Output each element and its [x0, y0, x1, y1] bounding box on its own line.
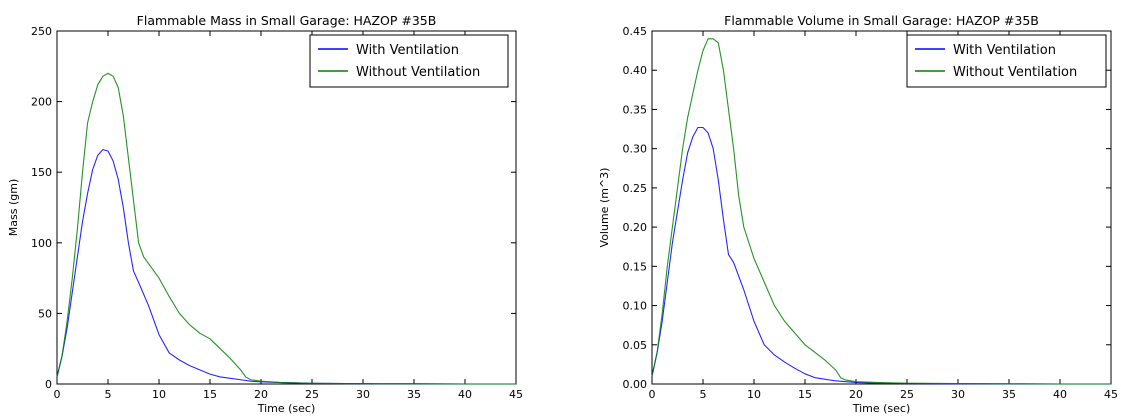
plot-frame: [651, 30, 1112, 385]
chart-title: Flammable Mass in Small Garage: HAZOP #3…: [137, 13, 437, 28]
y-tick-label: 0.45: [623, 25, 648, 38]
chart-1: Flammable Mass in Small Garage: HAZOP #3…: [7, 13, 523, 415]
x-tick-label: 15: [798, 388, 812, 401]
x-tick-label: 5: [700, 388, 707, 401]
x-tick-label: 15: [203, 388, 217, 401]
x-tick-label: 5: [105, 388, 112, 401]
x-tick-label: 40: [458, 388, 472, 401]
legend-label: With Ventilation: [356, 43, 459, 58]
y-axis-label: Volume (m^3): [598, 168, 611, 248]
x-axis-label: Time (sec): [257, 402, 316, 415]
legend-box: [906, 34, 1107, 88]
y-tick-label: 0.00: [623, 378, 648, 391]
x-tick-label: 40: [1053, 388, 1067, 401]
y-tick-label: 0.10: [623, 300, 648, 313]
series-line-without-ventilation: [56, 72, 516, 385]
y-tick-label: 0.05: [623, 339, 648, 352]
chart-title: Flammable Volume in Small Garage: HAZOP …: [724, 13, 1039, 28]
x-tick-label: 35: [1002, 388, 1016, 401]
x-tick-label: 45: [1104, 388, 1118, 401]
y-tick-label: 200: [31, 96, 52, 109]
x-tick-label: 35: [407, 388, 421, 401]
y-tick-label: 0.20: [623, 221, 648, 234]
y-tick-label: 0.40: [623, 64, 648, 77]
x-tick-label: 10: [747, 388, 761, 401]
series-line-without-ventilation: [651, 38, 1111, 385]
legend-label: Without Ventilation: [953, 65, 1077, 80]
legend: With Ventilation Without Ventilation: [906, 34, 1107, 88]
y-tick-label: 0.30: [623, 143, 648, 156]
legend-box: [309, 34, 509, 88]
x-tick-label: 0: [54, 388, 61, 401]
y-tick-label: 0: [45, 378, 52, 391]
plot-frame: [56, 30, 517, 385]
x-tick-label: 25: [305, 388, 319, 401]
x-axis-label: Time (sec): [852, 402, 911, 415]
x-tick-label: 30: [356, 388, 370, 401]
series-line-with-ventilation: [651, 126, 1111, 385]
x-tick-label: 0: [649, 388, 656, 401]
legend: With Ventilation Without Ventilation: [309, 34, 509, 88]
y-axis-label: Mass (gm): [7, 179, 20, 236]
x-tick-label: 45: [509, 388, 523, 401]
chart-2: Flammable Volume in Small Garage: HAZOP …: [598, 13, 1118, 415]
x-tick-label: 30: [951, 388, 965, 401]
y-tick-label: 150: [31, 166, 52, 179]
y-tick-label: 0.25: [623, 182, 648, 195]
x-tick-label: 20: [849, 388, 863, 401]
y-tick-label: 250: [31, 25, 52, 38]
x-tick-label: 10: [152, 388, 166, 401]
y-tick-label: 50: [38, 307, 52, 320]
y-tick-label: 100: [31, 237, 52, 250]
y-tick-label: 0.15: [623, 260, 648, 273]
x-tick-label: 20: [254, 388, 268, 401]
y-tick-label: 0.35: [623, 103, 648, 116]
legend-label: With Ventilation: [953, 43, 1056, 58]
series-line-with-ventilation: [56, 149, 516, 385]
legend-label: Without Ventilation: [356, 65, 480, 80]
x-tick-label: 25: [900, 388, 914, 401]
